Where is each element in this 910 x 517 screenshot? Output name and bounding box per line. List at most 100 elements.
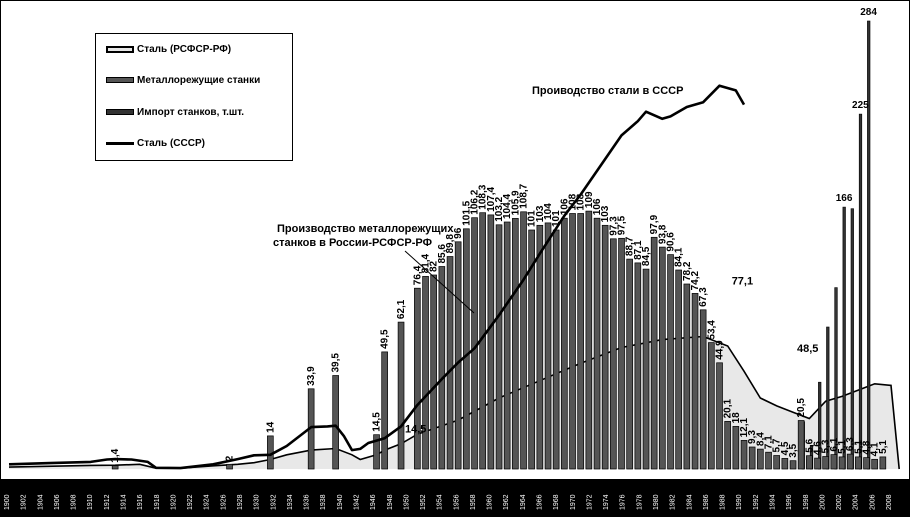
x-tick-1988: 1988	[720, 494, 727, 510]
machine-tool-label-1969: 108	[568, 193, 579, 210]
machine-tool-bar-1970	[577, 213, 584, 470]
machine-tool-bar-1994	[773, 455, 780, 470]
x-tick-1922: 1922	[187, 494, 194, 510]
x-tick-1926: 1926	[220, 494, 227, 510]
x-tick-1954: 1954	[437, 494, 444, 510]
machine-tool-label-1994: 5,7	[772, 438, 783, 452]
machine-tool-bar-1953	[438, 266, 446, 470]
x-tick-1992: 1992	[753, 494, 760, 510]
x-tick-1942: 1942	[354, 494, 361, 510]
x-tick-layer: 1900 1902 1904 1906 1908 1910 1912 1914 1916 1918…	[4, 494, 893, 510]
x-tick-1938: 1938	[320, 494, 327, 510]
machine-tool-label-1946: 49,5	[380, 329, 391, 349]
machine-tool-bar-2005	[863, 457, 870, 470]
x-tick-1990: 1990	[736, 494, 743, 510]
machine-tool-label-1945: 14,5	[372, 412, 383, 432]
machine-tool-label-1979: 97,9	[649, 214, 660, 234]
machine-tool-bar-1959	[487, 214, 495, 470]
machine-tool-bar-1999	[814, 457, 821, 470]
machine-tool-label-1959: 107,4	[486, 186, 497, 211]
line-layer	[8, 84, 746, 470]
x-tick-1932: 1932	[270, 494, 277, 510]
machine-tool-bar-2004	[855, 456, 862, 470]
x-tick-1950: 1950	[403, 494, 410, 510]
machine-tool-bar-1962	[512, 218, 519, 470]
x-tick-1982: 1982	[670, 494, 677, 510]
x-tick-1920: 1920	[170, 494, 177, 510]
annotation-machine-line2: станков в России-РСФСР-РФ	[273, 237, 432, 249]
x-tick-1966: 1966	[537, 494, 544, 510]
legend-label-import: Импорт станков, т.шт.	[137, 106, 245, 118]
machine-tool-bar-1963	[520, 211, 527, 470]
machine-tool-bar-1982	[675, 269, 682, 470]
x-tick-1908: 1908	[71, 494, 78, 510]
machine-tool-bar-1950	[414, 287, 421, 470]
legend-label-steel-ussr: Сталь (СССР)	[137, 137, 205, 149]
machine-tool-bar-1997	[797, 420, 805, 470]
x-tick-1952: 1952	[420, 494, 427, 510]
x-tick-1928: 1928	[237, 494, 244, 510]
x-tick-1986: 1986	[703, 494, 710, 510]
machine-tool-bar-1998	[806, 455, 813, 470]
machine-tool-label-1948: 62,1	[396, 299, 407, 319]
machine-tool-label-1953: 85,6	[437, 244, 448, 264]
legend-item-import: Импорт станков, т.шт.	[106, 105, 244, 119]
x-tick-1912: 1912	[104, 494, 111, 510]
machine-tool-bar-1983	[683, 283, 691, 470]
x-tick-1910: 1910	[87, 494, 94, 510]
machine-tool-bar-1946	[381, 351, 388, 470]
steel-rsfsr-line	[8, 335, 900, 470]
machine-tool-bar-1984	[691, 293, 699, 470]
machine-tool-bar-1975	[618, 237, 625, 470]
machine-tool-bar-1968	[561, 217, 568, 470]
machine-tool-bar-1956	[463, 228, 470, 470]
x-tick-1902: 1902	[21, 494, 28, 510]
x-tick-1900: 1900	[4, 494, 11, 510]
machine-tool-label-1952: 82	[429, 260, 440, 272]
machine-tool-bar-1927	[226, 463, 233, 470]
machine-tool-label-1996: 3,5	[788, 443, 799, 457]
machine-tool-label-1986: 53,4	[706, 320, 717, 340]
machine-tool-label-1983: 78,2	[682, 261, 693, 281]
machine-tool-label-1992: 8,4	[755, 432, 766, 446]
machine-tool-label-1927: 2	[225, 455, 236, 461]
legend-swatch-machine-tools	[106, 77, 134, 83]
machine-tool-bar-1945	[373, 434, 380, 470]
machine-tool-bar-1977	[634, 262, 642, 470]
machine-tool-label-1981: 90,6	[666, 232, 677, 252]
x-tick-1998: 1998	[803, 494, 810, 510]
machine-tool-bar-1986	[708, 342, 715, 470]
machine-tool-bar-1973	[601, 224, 609, 470]
machine-tool-bar-1969	[569, 213, 576, 470]
legend: Сталь (РСФСР-РФ) Металлорежущие станки И…	[95, 33, 293, 161]
machine-tool-label-1958: 108,3	[478, 184, 489, 209]
machine-tool-bar-1965	[536, 224, 544, 470]
machine-tool-bar-1952	[430, 274, 437, 470]
x-tick-1906: 1906	[54, 494, 61, 510]
x-tick-1964: 1964	[520, 494, 527, 510]
machine-tool-label-1976: 88,7	[625, 236, 636, 256]
x-tick-1948: 1948	[387, 494, 394, 510]
x-tick-1930: 1930	[254, 494, 261, 510]
legend-swatch-steel-ussr	[106, 141, 134, 145]
legend-swatch-steel-rsfsr	[106, 45, 134, 53]
x-tick-1940: 1940	[337, 494, 344, 510]
machine-tool-bar-1992	[757, 448, 764, 470]
import-label-2005: 284	[860, 7, 877, 18]
machine-tool-bar-1993	[765, 451, 772, 470]
machine-tool-label-1940: 39,5	[331, 353, 342, 373]
machine-tool-label-2001: 6,1	[829, 437, 840, 451]
machine-tool-label-2004: 5,1	[853, 440, 864, 454]
machine-tool-label-1960: 103,2	[494, 196, 505, 221]
machine-tool-label-1956: 101,5	[461, 200, 472, 225]
machine-tool-label-1950: 76,4	[412, 265, 423, 285]
x-tick-1914: 1914	[121, 494, 128, 510]
import-label-2004: 225	[852, 100, 869, 111]
machine-tool-label-1972: 106	[592, 198, 603, 215]
machine-tool-bar-1988	[724, 421, 731, 470]
steel-rsfsr-label-1988: 77,1	[732, 276, 753, 288]
machine-tool-bar-1974	[610, 238, 617, 470]
x-tick-1994: 1994	[770, 494, 777, 510]
machine-tool-label-1997: 20,5	[796, 398, 807, 418]
legend-label-machine-tools: Металлорежущие станки	[137, 74, 261, 86]
